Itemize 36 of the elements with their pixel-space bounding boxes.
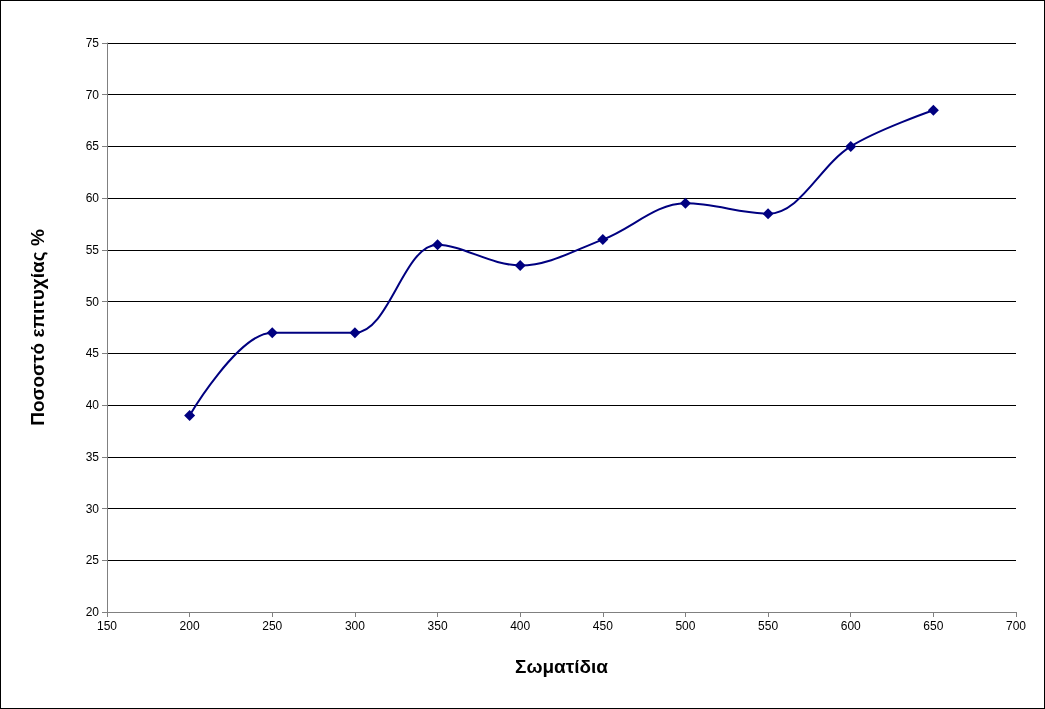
y-tick-label: 45	[85, 346, 100, 361]
point	[184, 409, 196, 421]
point	[432, 239, 444, 251]
x-axis-title: Σωματίδια	[515, 656, 609, 677]
y-tick-label: 50	[85, 294, 100, 309]
y-tick-label: 60	[85, 191, 100, 206]
point	[927, 104, 939, 116]
point	[266, 327, 278, 339]
x-tick-label: 400	[510, 619, 531, 633]
x-tick-label: 450	[592, 619, 614, 633]
x-tick-label: 350	[427, 619, 448, 633]
x-tick-label: 200	[179, 619, 200, 633]
y-tick-label: 65	[85, 139, 100, 154]
point	[349, 327, 361, 339]
y-tick-label: 75	[85, 36, 100, 50]
y-tick-label: 25	[85, 553, 100, 568]
y-axis-title: Ποσοστό επιτυχίας %	[27, 229, 48, 426]
y-tick-label: 55	[85, 242, 100, 257]
y-tick-label: 35	[85, 449, 100, 464]
x-tick-label: 300	[344, 619, 366, 633]
y-tick-label: 70	[85, 87, 100, 102]
x-tick-label: 700	[1005, 619, 1027, 633]
x-tick-label: 150	[96, 619, 118, 633]
point	[845, 140, 857, 152]
x-tick-label: 500	[675, 619, 696, 633]
point	[679, 197, 691, 209]
point	[514, 259, 526, 271]
y-tick-label: 40	[85, 398, 100, 413]
x-tick-label: 600	[840, 619, 862, 633]
point	[597, 234, 609, 246]
y-tick-label: 30	[85, 501, 100, 516]
point	[762, 208, 774, 220]
x-tick-label: 650	[923, 619, 944, 633]
y-tick-label: 20	[85, 605, 100, 619]
x-tick-label: 550	[758, 619, 779, 633]
x-tick-label: 250	[262, 619, 283, 633]
